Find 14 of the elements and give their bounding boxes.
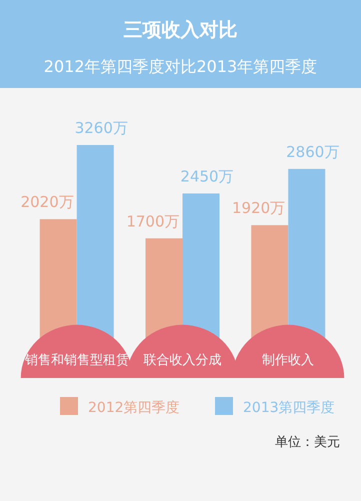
- data-label: 2020万: [20, 193, 74, 212]
- legend-label: 2013第四季度: [243, 400, 335, 416]
- chart-title: 三项收入对比: [124, 19, 238, 41]
- text: 单位：美元: [275, 434, 340, 450]
- data-label: 1920万: [232, 199, 286, 218]
- data-label: 3260万: [74, 119, 128, 137]
- legend-label: 2012第四季度: [88, 400, 180, 416]
- chart-subtitle: 2012年第四季度对比2013年第四季度: [44, 57, 318, 76]
- x-tick-label: 制作收入: [262, 353, 314, 368]
- data-label: 1700万: [126, 212, 180, 230]
- data-label: 2450万: [180, 167, 234, 186]
- x-tick-label: 联合收入分成: [144, 353, 222, 368]
- x-tick-label: 销售和销售型租赁: [24, 353, 129, 368]
- data-label: 2860万: [286, 142, 340, 161]
